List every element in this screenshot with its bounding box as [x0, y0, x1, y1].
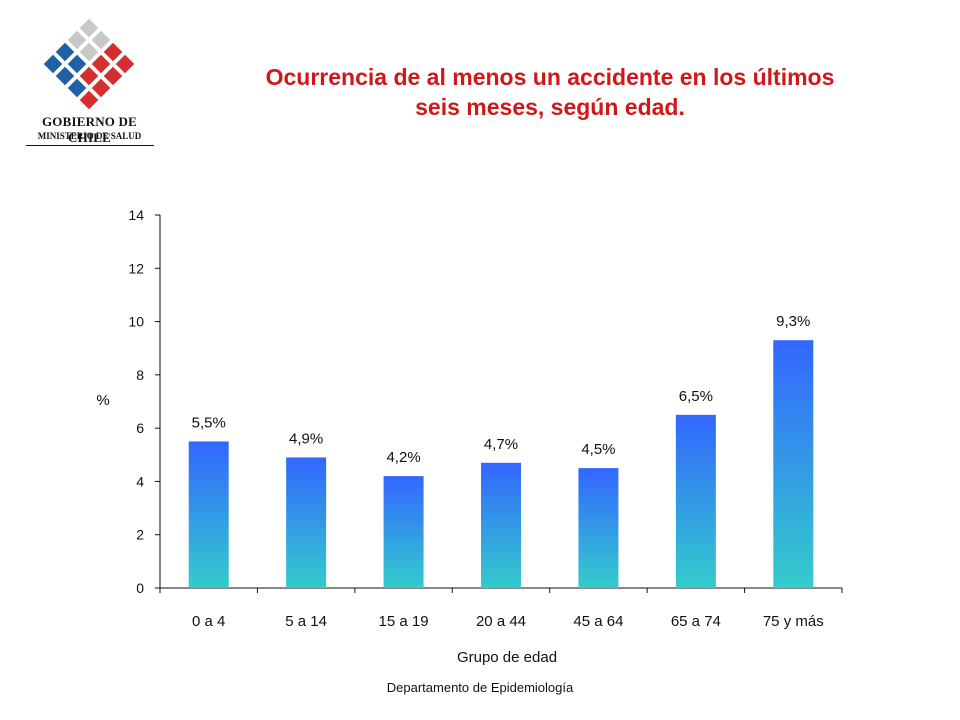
- logo-text-gobierno: GOBIERNO DE CHILE: [41, 114, 138, 145]
- data-label: 4,5%: [581, 441, 615, 458]
- data-label: 9,3%: [776, 313, 810, 330]
- y-axis-label: %: [96, 392, 109, 409]
- logo-diamond: [78, 89, 100, 111]
- y-tick-label: 8: [136, 367, 144, 383]
- chart-title: Ocurrencia de al menos un accidente en l…: [190, 62, 910, 122]
- logo-diamond: [90, 29, 112, 51]
- logo-diamond: [90, 77, 112, 99]
- logo-diamond: [42, 53, 64, 75]
- logo-emblem-icon: [42, 18, 136, 111]
- logo-diamond: [114, 53, 136, 75]
- chart-title-line-1: Ocurrencia de al menos un accidente en l…: [265, 64, 835, 90]
- data-label: 6,5%: [679, 388, 713, 405]
- gobierno-de-chile-logo: GOBIERNO DE CHILE MINISTERIO DE SALUD: [22, 18, 157, 150]
- x-tick-label: 65 a 74: [671, 613, 721, 630]
- bar: [383, 476, 424, 588]
- logo-diamond: [66, 77, 88, 99]
- logo-diamond: [102, 41, 124, 63]
- logo-diamond: [78, 41, 100, 63]
- bar: [675, 414, 716, 588]
- y-tick-label: 6: [136, 420, 144, 436]
- footer-department: Departamento de Epidemiología: [386, 680, 574, 695]
- data-label: 5,5%: [192, 414, 226, 431]
- data-label: 4,7%: [484, 436, 518, 453]
- logo-diamond: [102, 65, 124, 87]
- y-tick-label: 2: [136, 527, 144, 543]
- y-tick-label: 14: [128, 207, 144, 223]
- x-tick-label: 5 a 14: [285, 613, 327, 630]
- bar: [578, 468, 619, 588]
- x-tick-label: 0 a 4: [192, 613, 225, 630]
- logo-text-ministerio: MINISTERIO DE SALUD: [37, 131, 142, 141]
- x-tick-label: 75 y más: [763, 613, 824, 630]
- data-label: 4,2%: [386, 449, 420, 466]
- y-tick-label: 4: [136, 473, 144, 489]
- y-tick-label: 12: [128, 260, 144, 276]
- y-tick-label: 10: [128, 314, 144, 330]
- logo-divider: [26, 145, 154, 146]
- y-tick-label: 0: [136, 580, 144, 596]
- x-tick-label: 20 a 44: [476, 613, 526, 630]
- logo-diamond: [78, 65, 100, 87]
- bar: [773, 340, 814, 588]
- logo-diamond: [66, 53, 88, 75]
- data-label: 4,9%: [289, 430, 323, 447]
- logo-diamond: [78, 18, 100, 39]
- logo-diamond: [54, 41, 76, 63]
- logo-diamond: [54, 65, 76, 87]
- logo-diamond: [90, 53, 112, 75]
- bar: [481, 462, 521, 588]
- x-tick-label: 45 a 64: [573, 613, 623, 630]
- x-tick-label: 15 a 19: [379, 613, 429, 630]
- bar: [188, 441, 229, 588]
- x-axis-label: Grupo de edad: [457, 649, 557, 666]
- bar: [286, 457, 327, 588]
- chart-title-line-2: seis meses, según edad.: [415, 94, 685, 120]
- logo-diamond: [66, 29, 88, 51]
